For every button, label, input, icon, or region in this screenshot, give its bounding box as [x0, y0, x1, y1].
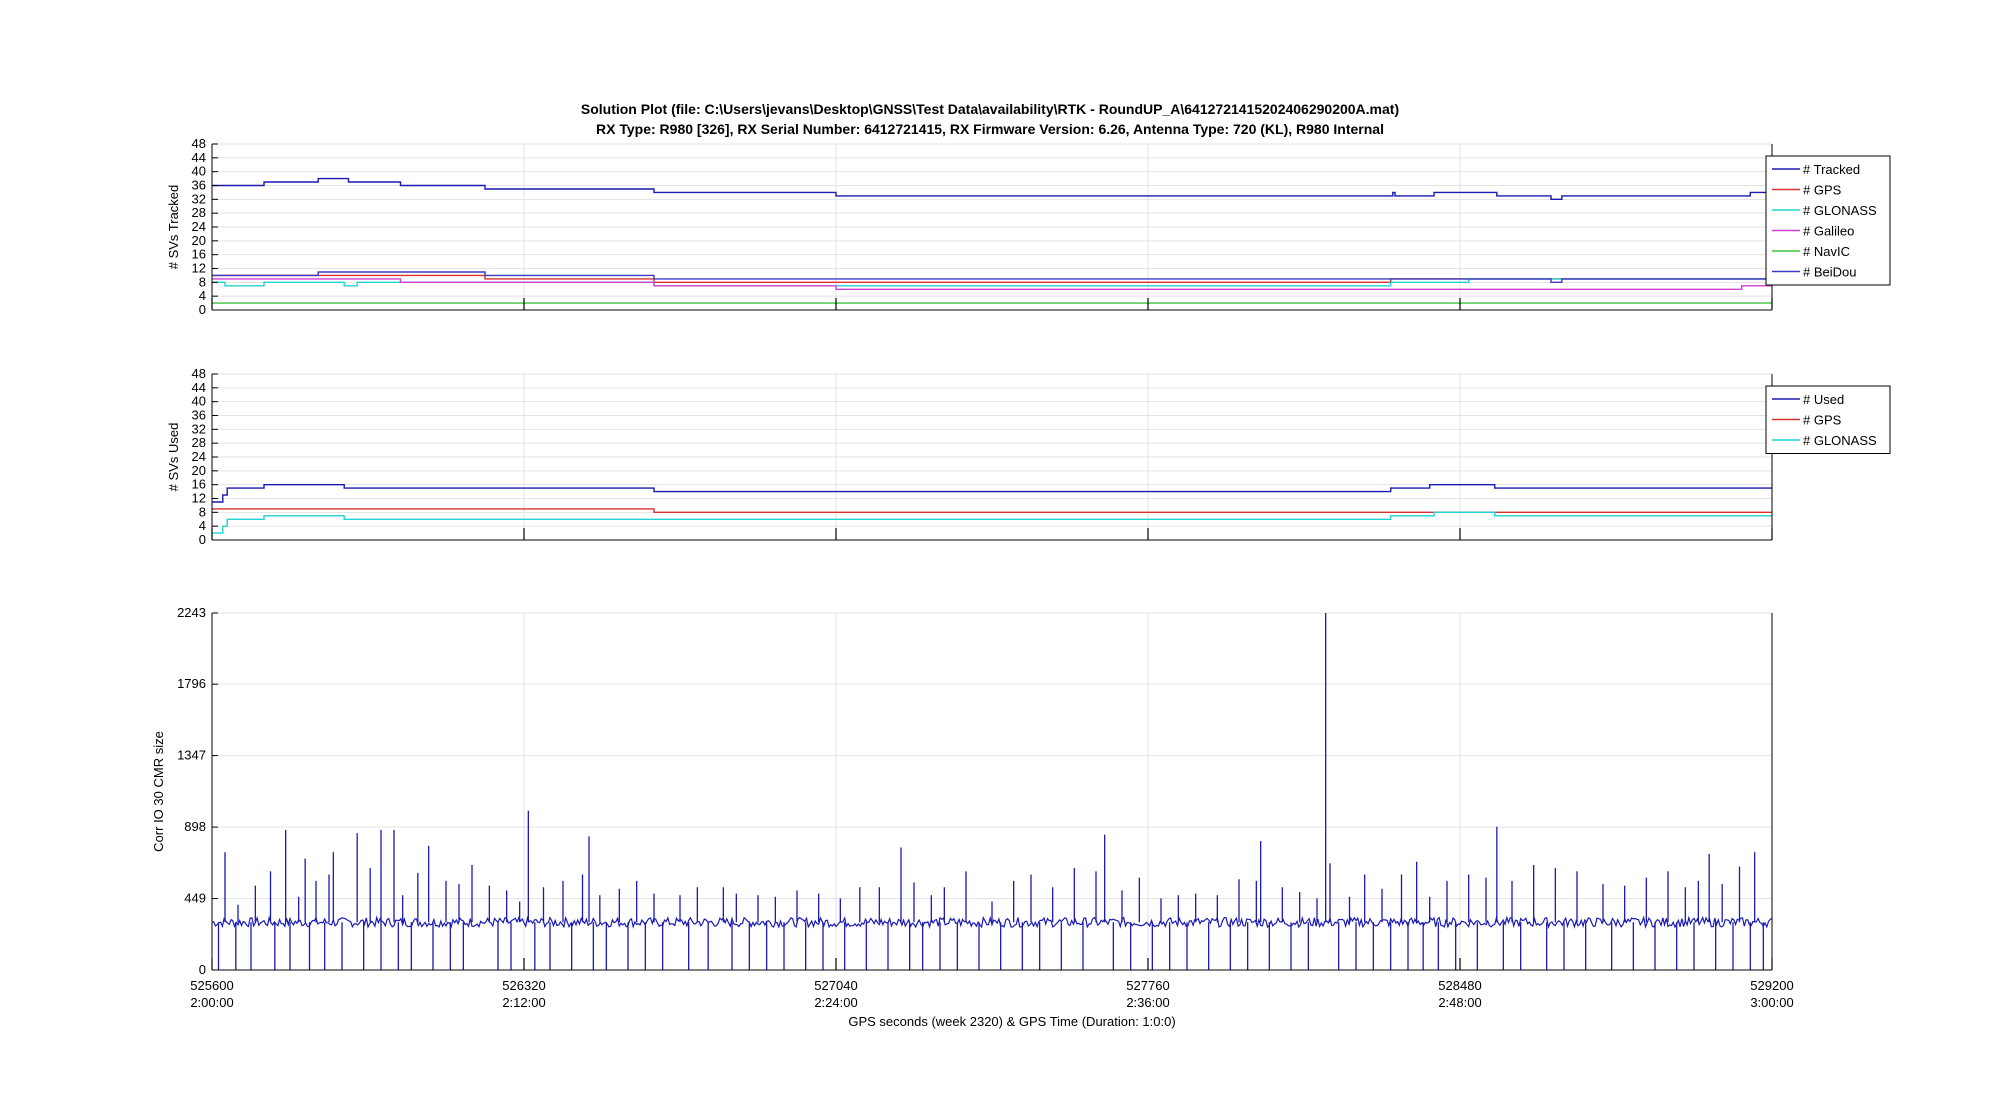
y-tick-label: 20	[192, 463, 206, 478]
y-tick-label: 20	[192, 233, 206, 248]
y-tick-label: 1347	[177, 748, 206, 763]
legend-entry: # GPS	[1803, 183, 1842, 198]
y-tick-label: 0	[199, 532, 206, 547]
y-tick-label: 16	[192, 247, 206, 262]
series-line-beidou	[212, 271, 1772, 283]
plot-area	[212, 177, 1772, 304]
x-axis-label: GPS seconds (week 2320) & GPS Time (Dura…	[848, 1014, 1175, 1029]
x-tick-label: 527040	[814, 978, 857, 993]
y-tick-label: 4	[199, 288, 206, 303]
x-tick-time-label: 2:36:00	[1126, 995, 1169, 1010]
y-tick-label: 2243	[177, 605, 206, 620]
x-tick-label: 528480	[1438, 978, 1481, 993]
y-tick-label: 44	[192, 150, 206, 165]
y-tick-label: 449	[184, 891, 206, 906]
legend-entry: # Galileo	[1803, 224, 1854, 239]
legend-entry: # GLONASS	[1803, 203, 1877, 218]
y-tick-label: 1796	[177, 676, 206, 691]
legend-entry: # GLONASS	[1803, 433, 1877, 448]
legend-entry: # Tracked	[1803, 162, 1860, 177]
x-tick-label: 526320	[502, 978, 545, 993]
legend-box	[1765, 155, 1891, 286]
x-tick-label: 529200	[1750, 978, 1793, 993]
y-tick-label: 32	[192, 421, 206, 436]
y-tick-label: 48	[192, 136, 206, 151]
y-tick-label: 16	[192, 477, 206, 492]
figure-title-line-2: RX Type: R980 [326], RX Serial Number: 6…	[596, 121, 1384, 137]
figure-title-line-1: Solution Plot (file: C:\Users\jevans\Des…	[581, 101, 1399, 117]
y-tick-label: 36	[192, 178, 206, 193]
y-tick-label: 0	[199, 302, 206, 317]
legend: # Tracked # GPS # GLONASS # Galileo # NavIC #…	[1765, 155, 1891, 286]
legend-entry: # GPS	[1803, 413, 1842, 428]
y-axis-label: # SVs Used	[166, 423, 181, 492]
y-tick-label: 32	[192, 191, 206, 206]
legend-entry: # Used	[1803, 392, 1844, 407]
legend-entry: # BeiDou	[1803, 265, 1856, 280]
y-tick-label: 48	[192, 366, 206, 381]
series-line-tracked	[212, 177, 1772, 200]
series-line-gps	[212, 508, 1772, 513]
series-line-used	[212, 484, 1772, 503]
y-tick-label: 28	[192, 435, 206, 450]
y-tick-label: 0	[199, 962, 206, 977]
y-tick-label: 4	[199, 518, 206, 533]
x-tick-label: 525600	[190, 978, 233, 993]
y-tick-label: 24	[192, 449, 206, 464]
y-tick-label: 36	[192, 408, 206, 423]
legend: # Used # GPS # GLONASS	[1765, 385, 1891, 454]
y-axis-label: # SVs Tracked	[166, 185, 181, 270]
y-axis-label: Corr IO 30 CMR size	[151, 731, 166, 852]
series-line-galileo	[212, 278, 1772, 290]
y-tick-label: 8	[199, 274, 206, 289]
x-tick-time-label: 2:00:00	[190, 995, 233, 1010]
y-tick-label: 12	[192, 261, 206, 276]
plot-area	[212, 484, 1772, 534]
plot-area	[211, 613, 1773, 970]
y-tick-label: 898	[184, 819, 206, 834]
y-tick-label: 28	[192, 205, 206, 220]
series-line-glonass	[212, 511, 1772, 534]
x-tick-label: 527760	[1126, 978, 1169, 993]
y-tick-label: 40	[192, 394, 206, 409]
y-tick-label: 24	[192, 219, 206, 234]
y-tick-label: 8	[199, 504, 206, 519]
x-tick-time-label: 3:00:00	[1750, 995, 1793, 1010]
y-tick-label: 12	[192, 491, 206, 506]
x-tick-time-label: 2:24:00	[814, 995, 857, 1010]
legend-box	[1765, 385, 1891, 454]
legend-entry: # NavIC	[1803, 244, 1850, 259]
y-tick-label: 40	[192, 164, 206, 179]
x-tick-time-label: 2:48:00	[1438, 995, 1481, 1010]
cmr-size-axes: 0 449 898 1347 1796 2243 525600 2:00:00 526320 2:…	[151, 605, 1794, 1010]
x-tick-time-label: 2:12:00	[502, 995, 545, 1010]
y-tick-label: 44	[192, 380, 206, 395]
